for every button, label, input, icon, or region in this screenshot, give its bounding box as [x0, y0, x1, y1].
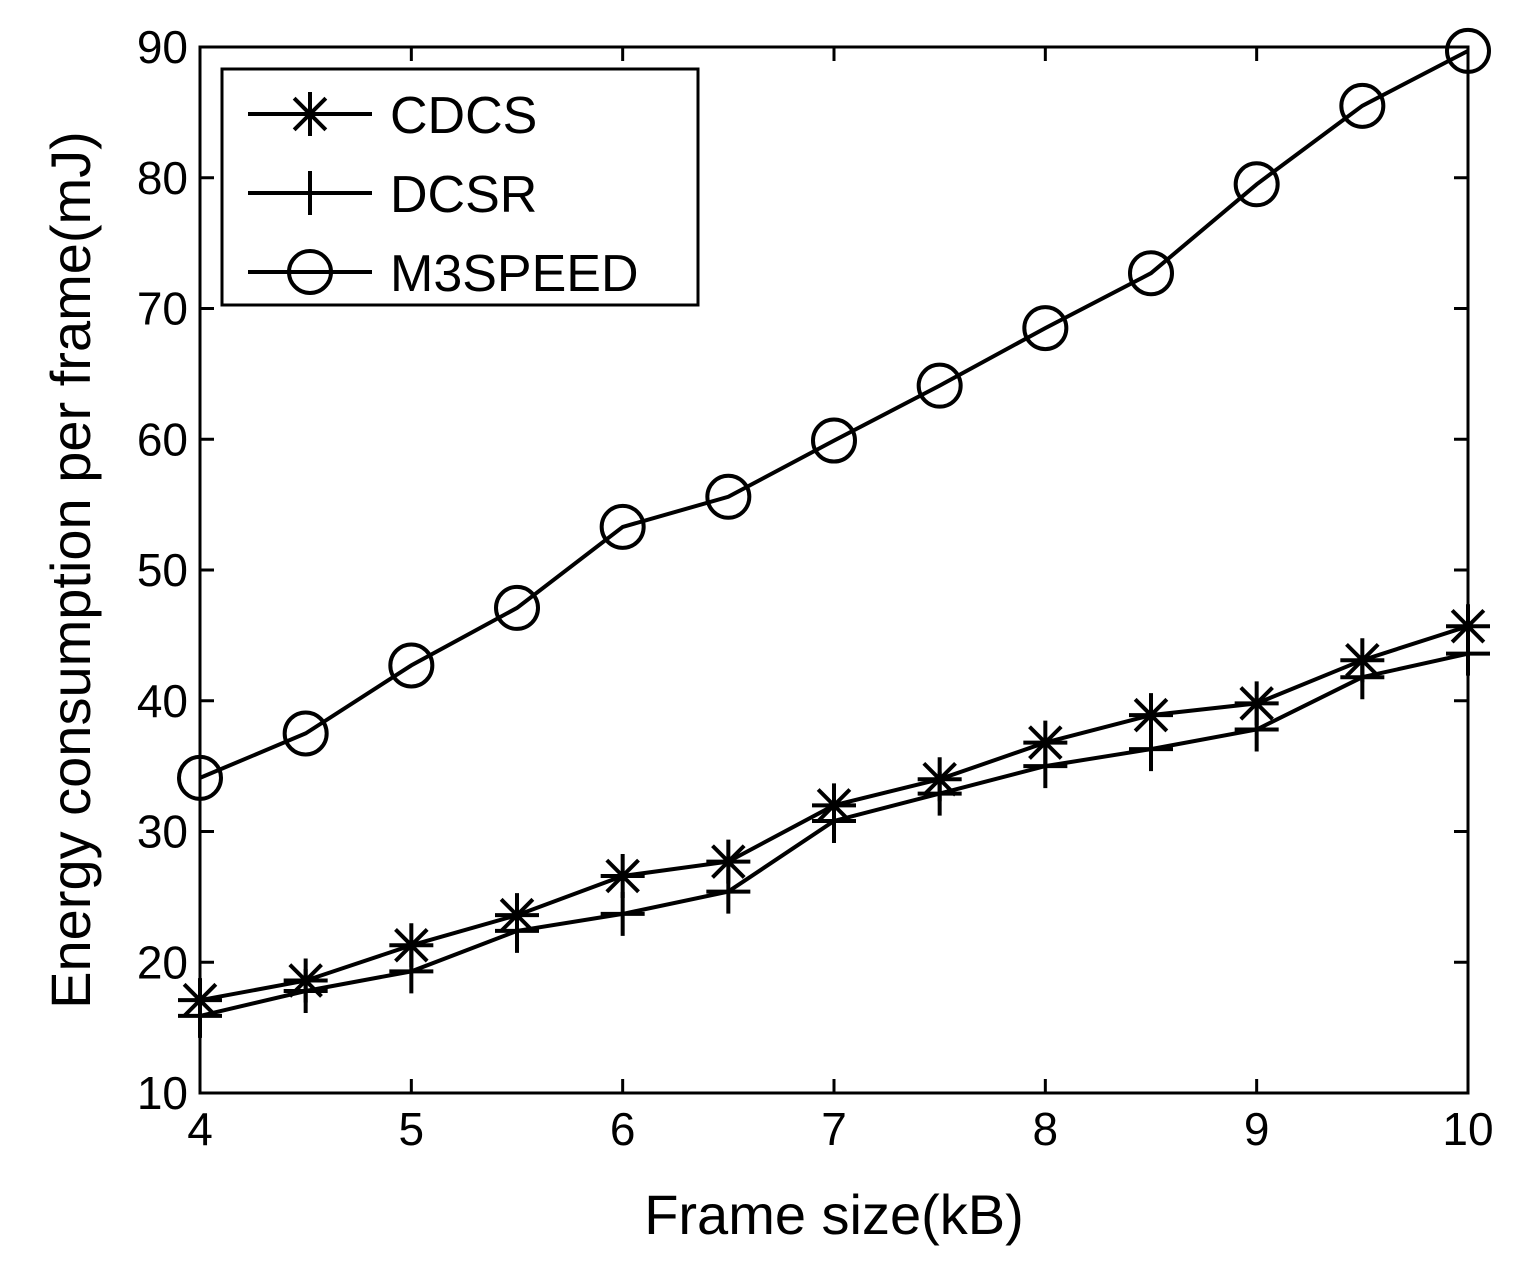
- circle-marker: [282, 710, 329, 757]
- y-tick-label: 80: [137, 152, 188, 204]
- y-tick-label: 90: [137, 21, 188, 73]
- circle-marker: [916, 362, 963, 409]
- legend-item-m3speed: M3SPEED: [248, 245, 639, 303]
- x-tick-label: 10: [1442, 1103, 1493, 1155]
- x-tick-label: 4: [187, 1103, 213, 1155]
- axis-ticks: 4 5 6 7 8 9 10 10 20 30 40 50 60 70 80 90: [137, 21, 1494, 1155]
- plus-marker: [495, 908, 539, 953]
- legend: CDCS DCSR M3SPEED: [220, 67, 700, 307]
- circle-marker: [811, 417, 857, 464]
- plus-marker: [1446, 631, 1490, 676]
- x-tick-label: 9: [1244, 1103, 1270, 1155]
- asterisk-marker: [600, 853, 645, 898]
- circle-marker: [1445, 27, 1491, 74]
- y-axis-title: Energy consumption per frame(mJ): [39, 131, 102, 1009]
- plus-marker: [1129, 727, 1173, 772]
- plus-marker: [283, 969, 328, 1014]
- asterisk-marker: [389, 923, 434, 968]
- circle-marker: [705, 473, 752, 520]
- circle-marker: [1339, 82, 1386, 129]
- x-tick-label: 7: [821, 1103, 847, 1155]
- asterisk-marker: [706, 839, 751, 884]
- plus-marker: [812, 799, 856, 844]
- asterisk-marker: [1129, 693, 1173, 738]
- y-tick-label: 50: [137, 544, 188, 596]
- series-m3speed: [177, 27, 1491, 801]
- series-dcsr: [178, 631, 1490, 1038]
- series-line-m3speed: [199, 49, 1469, 780]
- plus-marker: [389, 949, 434, 994]
- y-tick-label: 60: [137, 413, 188, 465]
- circle-marker: [1022, 305, 1069, 352]
- series-layer: [177, 27, 1491, 1038]
- circle-marker: [599, 503, 646, 550]
- legend-label: DCSR: [390, 166, 537, 224]
- plus-marker: [288, 171, 332, 215]
- asterisk-marker: [1023, 720, 1068, 765]
- legend-label: M3SPEED: [390, 245, 639, 303]
- plus-marker: [600, 891, 645, 936]
- circle-marker: [177, 754, 223, 801]
- asterisk-marker: [288, 92, 332, 136]
- y-tick-label: 70: [137, 283, 188, 335]
- asterisk-marker: [1234, 681, 1279, 726]
- legend-box: [220, 67, 700, 307]
- x-tick-label: 6: [610, 1103, 636, 1155]
- y-tick-label: 30: [137, 806, 188, 858]
- plus-marker: [1023, 744, 1068, 789]
- plus-marker: [706, 869, 751, 914]
- asterisk-marker: [1446, 604, 1490, 649]
- legend-label: CDCS: [390, 87, 537, 145]
- y-tick-label: 10: [137, 1067, 188, 1119]
- y-tick-label: 40: [137, 675, 188, 727]
- circle-marker: [494, 584, 540, 631]
- plus-marker: [178, 993, 222, 1038]
- circle-marker: [1233, 161, 1280, 208]
- circle-marker: [1128, 250, 1174, 297]
- y-tick-label: 20: [137, 936, 188, 988]
- x-tick-label: 5: [399, 1103, 425, 1155]
- plus-marker: [917, 771, 962, 816]
- legend-item-dcsr: DCSR: [248, 166, 537, 224]
- legend-item-cdcs: CDCS: [248, 87, 537, 145]
- circle-marker: [388, 642, 435, 689]
- plus-marker: [1340, 655, 1385, 700]
- x-tick-label: 8: [1033, 1103, 1059, 1155]
- plus-marker: [1234, 707, 1279, 752]
- circle-marker: [287, 249, 333, 295]
- x-axis-title: Frame size(kB): [644, 1183, 1024, 1246]
